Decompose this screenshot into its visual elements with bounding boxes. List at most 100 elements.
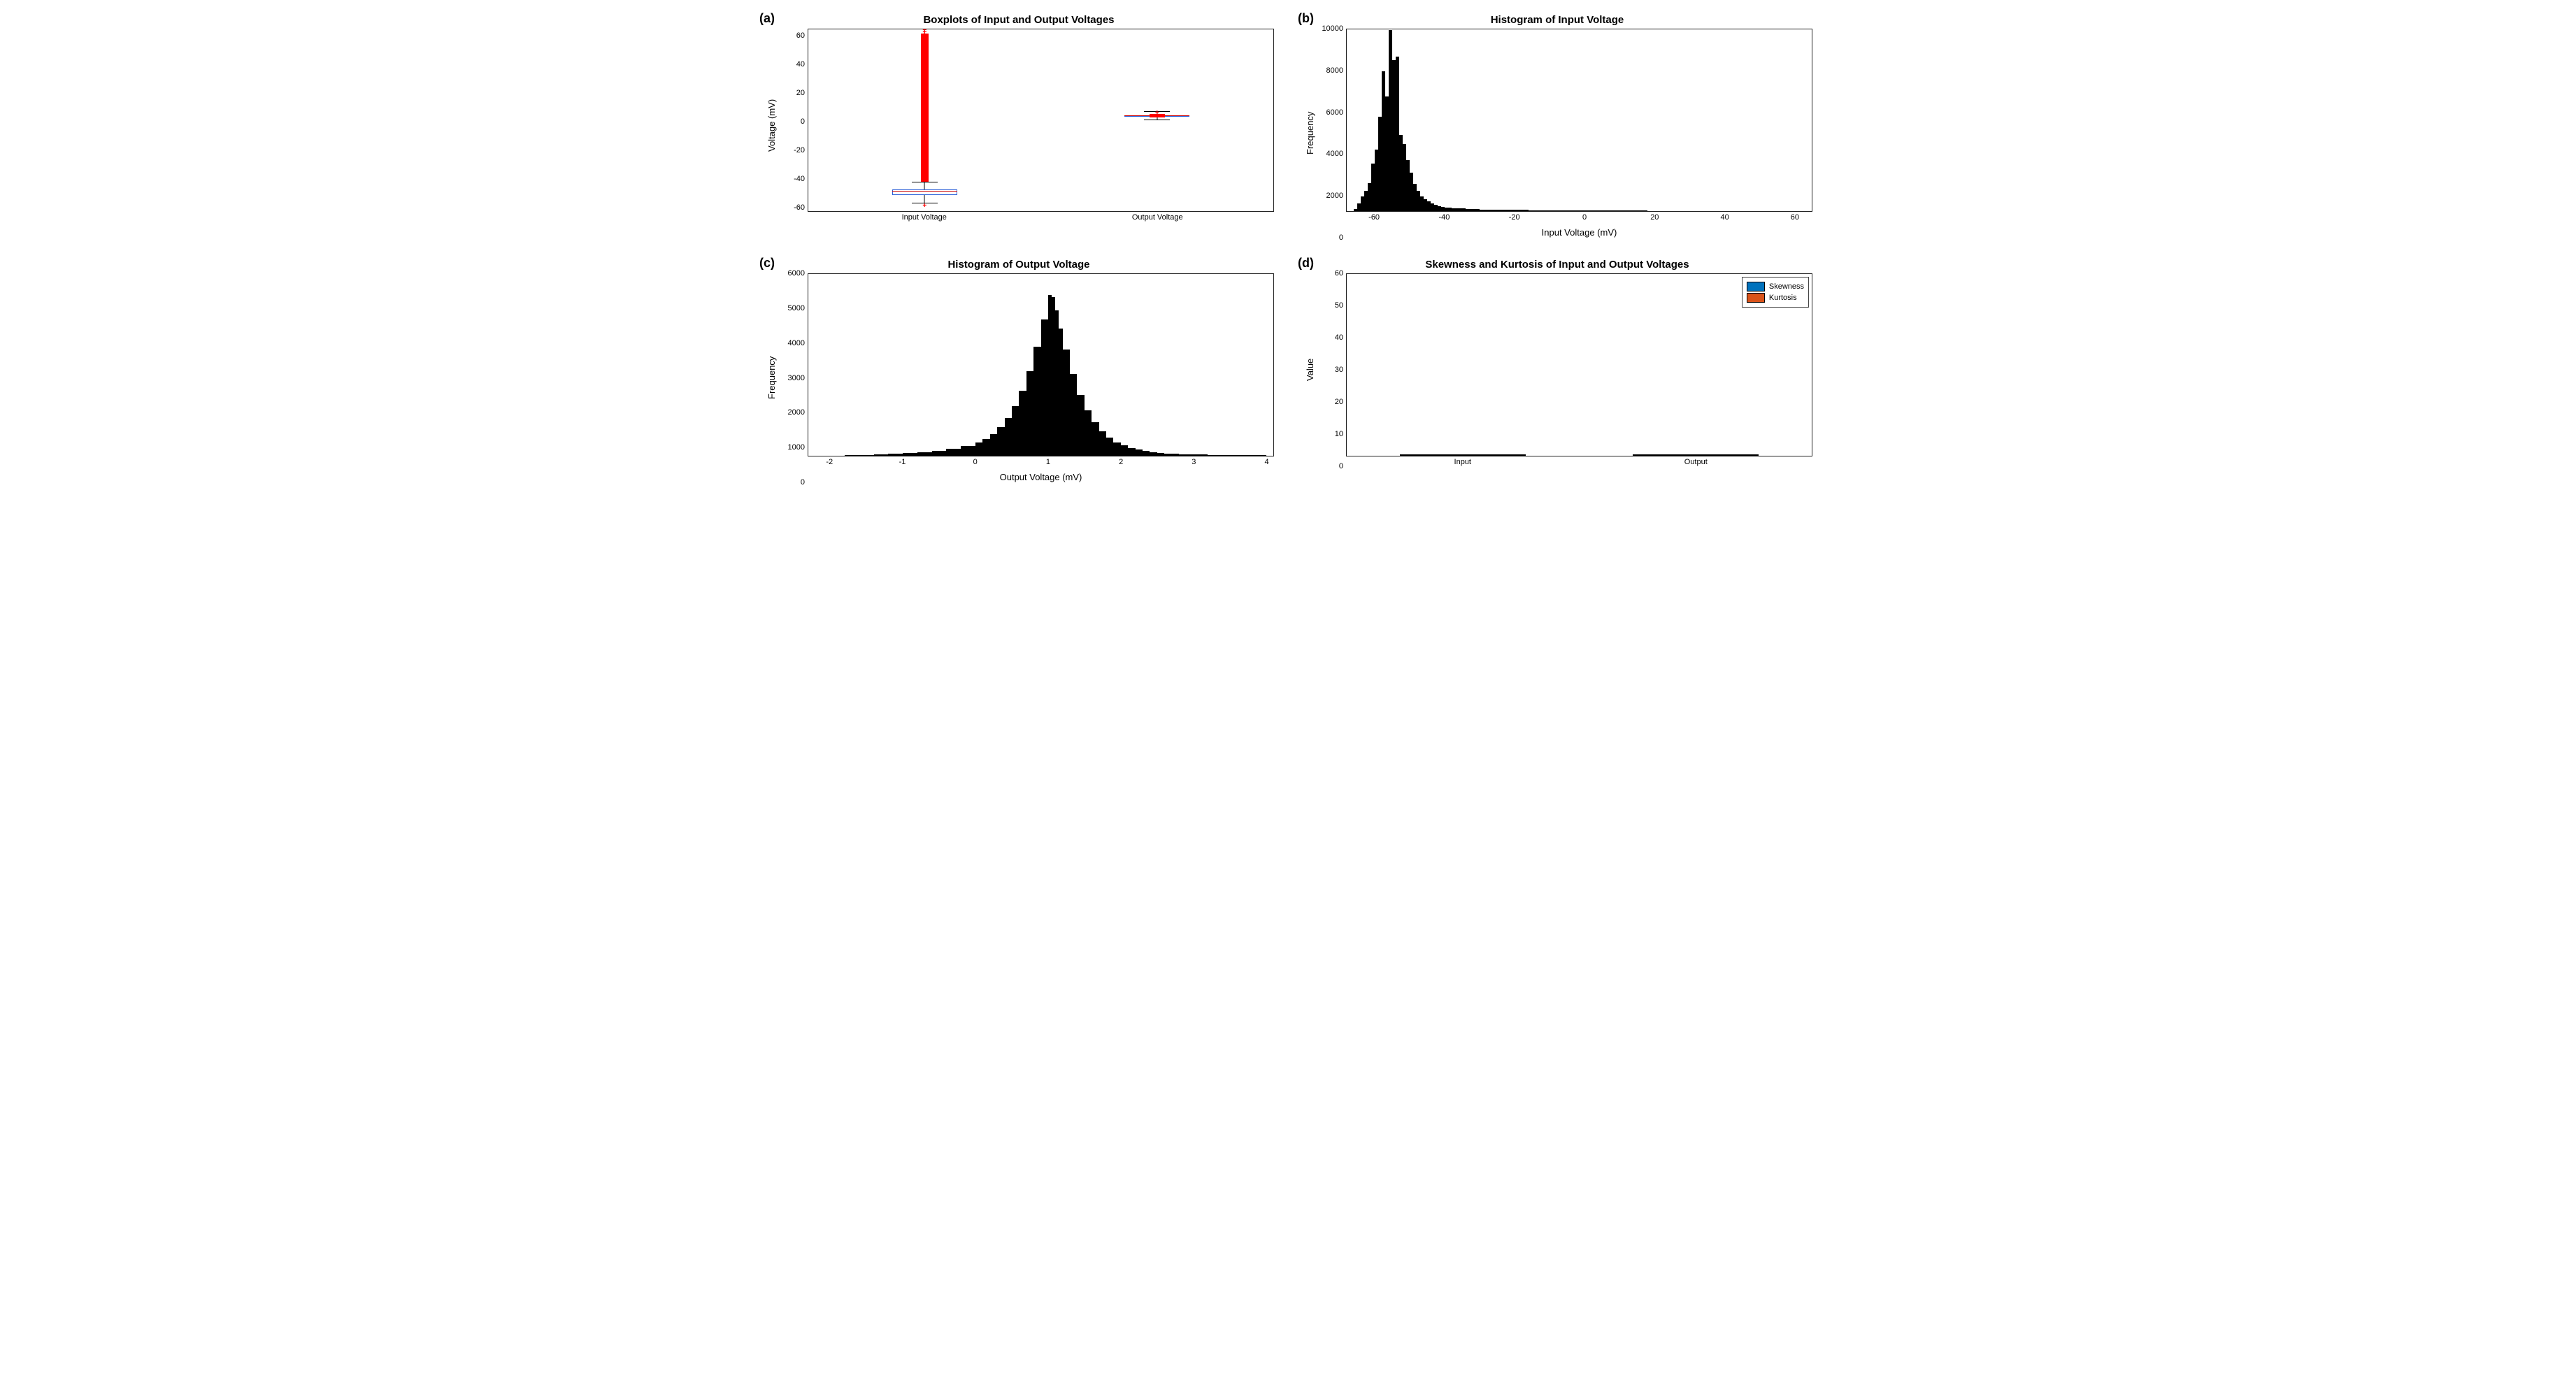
hist-bar (1237, 455, 1252, 456)
bar (1633, 454, 1696, 456)
hist-bar (1012, 406, 1019, 456)
bar-yticks: 0102030405060 (1318, 273, 1346, 466)
hist-xtick: -60 (1368, 213, 1380, 222)
boxplot-ytick: 60 (796, 31, 805, 40)
hist-bar (1077, 395, 1084, 456)
boxplot-yticks: -60-40-200204060 (780, 29, 808, 222)
hist-ytick: 10000 (1322, 24, 1343, 33)
hist-bar (1033, 347, 1040, 456)
hist-bar (1113, 442, 1120, 456)
hist-output-yticks: 0100020003000400050006000 (780, 273, 808, 482)
hist-bar (1092, 422, 1099, 456)
boxplot-series: + (1092, 29, 1222, 211)
panel-a: (a) Boxplots of Input and Output Voltage… (764, 14, 1274, 238)
boxplot-ytick: -60 (794, 203, 805, 212)
hist-bar (917, 452, 932, 456)
boxplot-xticks: Input VoltageOutput Voltage (808, 213, 1274, 222)
hist-bar (1041, 319, 1048, 456)
hist-xtick: -1 (899, 458, 906, 466)
bar-group (1626, 454, 1766, 456)
hist-xtick: 0 (1582, 213, 1587, 222)
panel-d-label: (d) (1298, 256, 1314, 271)
legend-row: Kurtosis (1747, 293, 1804, 303)
hist-bar (1473, 209, 1480, 211)
hist-input-xticks: -60-40-200204060 (1346, 213, 1812, 224)
boxplot-ytick: 0 (801, 117, 805, 126)
hist-bar (1208, 455, 1222, 456)
hist-ytick: 4000 (788, 339, 805, 347)
hist-bar (1459, 208, 1466, 211)
hist-bar (1536, 210, 1543, 211)
legend-swatch (1747, 293, 1765, 303)
panel-d: (d) Skewness and Kurtosis of Input and O… (1302, 259, 1812, 482)
hist-bar (1570, 210, 1577, 211)
boxplot-xtick: Output Voltage (1041, 213, 1275, 222)
hist-bar (1063, 350, 1070, 456)
hist-output-area (808, 273, 1274, 456)
hist-bar (1605, 210, 1612, 211)
hist-ytick: 0 (1339, 233, 1343, 242)
panel-c: (c) Histogram of Output Voltage Frequenc… (764, 259, 1274, 482)
legend-swatch (1747, 282, 1765, 291)
hist-bar (1508, 210, 1515, 211)
hist-bar (1128, 448, 1135, 456)
hist-bar (1150, 452, 1157, 456)
legend-label: Kurtosis (1769, 294, 1797, 302)
hist-ytick: 3000 (788, 374, 805, 382)
hist-ytick: 1000 (788, 443, 805, 452)
hist-bar (1584, 210, 1591, 211)
hist-bar (1179, 454, 1194, 456)
hist-ytick: 2000 (788, 408, 805, 417)
hist-input-area (1346, 29, 1812, 212)
boxplot-outliers-dense (921, 34, 929, 182)
hist-bar (1529, 210, 1536, 211)
hist-bar (1099, 431, 1106, 456)
bar-xtick: Input (1346, 458, 1580, 466)
bar-group (1394, 454, 1533, 456)
hist-bar (1466, 209, 1473, 211)
panel-a-label: (a) (759, 11, 775, 26)
bar-xtick: Output (1580, 458, 1813, 466)
hist-bar (1557, 210, 1564, 211)
hist-xtick: -40 (1438, 213, 1450, 222)
boxplot-series: +++++++ (859, 29, 989, 211)
bar-title: Skewness and Kurtosis of Input and Outpu… (1302, 259, 1812, 271)
hist-bar (1136, 449, 1143, 456)
hist-bar (903, 453, 917, 456)
hist-bar (1543, 210, 1550, 211)
hist-bar (1194, 454, 1208, 456)
hist-ytick: 6000 (1326, 108, 1343, 117)
panel-c-label: (c) (759, 256, 775, 271)
hist-xtick: -2 (826, 458, 833, 466)
boxplot-title: Boxplots of Input and Output Voltages (764, 14, 1274, 26)
bar-ytick: 40 (1335, 333, 1343, 342)
hist-bar (888, 454, 903, 456)
hist-xtick: 20 (1650, 213, 1659, 222)
hist-output-ylabel: Frequency (764, 273, 780, 482)
hist-bar (1619, 210, 1626, 211)
hist-xtick: 4 (1265, 458, 1269, 466)
hist-bar (1564, 210, 1570, 211)
panel-b-label: (b) (1298, 11, 1314, 26)
hist-bar (1445, 208, 1452, 211)
hist-bar (1121, 445, 1128, 456)
hist-bar (1085, 410, 1092, 456)
hist-bar (1612, 210, 1619, 211)
hist-input-yticks: 0200040006000800010000 (1318, 29, 1346, 238)
hist-bar (1143, 451, 1150, 456)
bar-legend: SkewnessKurtosis (1742, 277, 1809, 308)
hist-bar (1005, 418, 1012, 456)
hist-bar (859, 455, 874, 456)
hist-bar (1480, 210, 1487, 211)
boxplot-ytick: 40 (796, 60, 805, 69)
hist-input-title: Histogram of Input Voltage (1302, 14, 1812, 26)
hist-bar (1633, 210, 1640, 211)
hist-xtick: 40 (1720, 213, 1729, 222)
hist-xtick: 2 (1119, 458, 1123, 466)
bar-ylabel: Value (1302, 273, 1318, 466)
hist-bar (1019, 391, 1026, 456)
hist-input-ylabel: Frequency (1302, 29, 1318, 238)
hist-bar (1157, 453, 1164, 456)
hist-bar (1494, 210, 1501, 211)
hist-bar (1501, 210, 1508, 211)
